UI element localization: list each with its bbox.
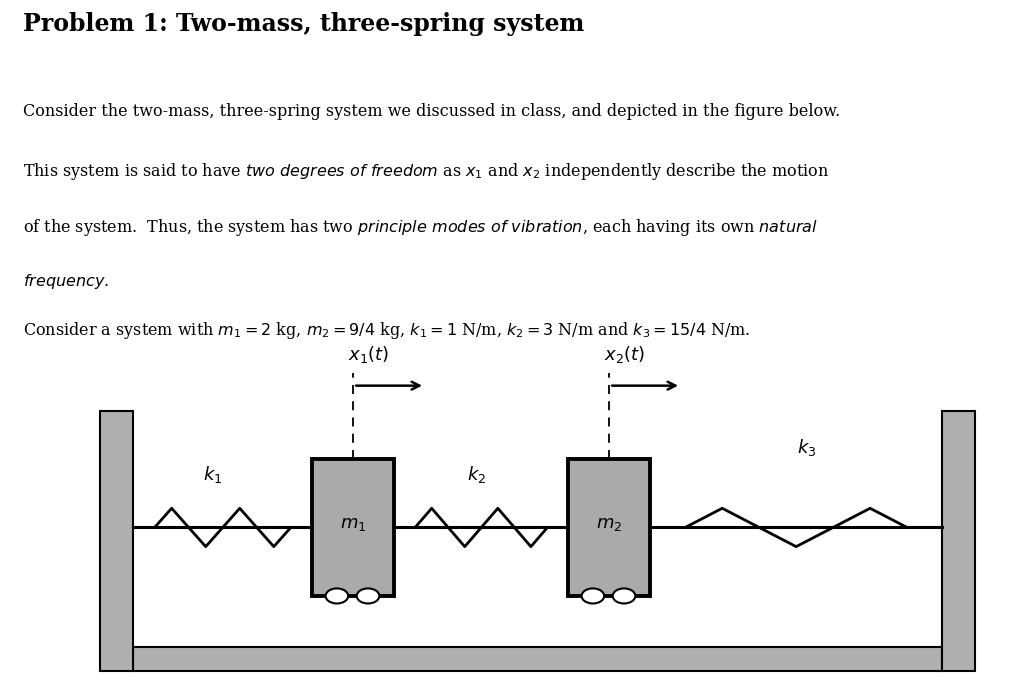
Circle shape [582,588,604,603]
Bar [942,411,975,671]
Text: $k_3$: $k_3$ [797,436,816,458]
Bar [568,459,650,596]
Bar [312,459,394,596]
Text: of the system.  Thus, the system has two $\mathit{principle\ modes\ of\ vibratio: of the system. Thus, the system has two … [23,216,817,238]
Circle shape [326,588,348,603]
Text: Consider a system with $m_1 = 2$ kg, $m_2 = 9/4$ kg, $k_1 = 1$ N/m, $k_2 = 3$ N/: Consider a system with $m_1 = 2$ kg, $m_… [23,320,750,341]
Circle shape [356,588,379,603]
Circle shape [612,588,635,603]
Text: $x_2(t)$: $x_2(t)$ [604,344,645,365]
Bar [100,411,133,671]
Text: $m_2$: $m_2$ [596,515,623,533]
Text: Consider the two-mass, three-spring system we discussed in class, and depicted i: Consider the two-mass, three-spring syst… [23,103,840,121]
Text: Problem 1: Two-mass, three-spring system: Problem 1: Two-mass, three-spring system [23,12,584,36]
Bar [133,647,942,671]
Text: $m_1$: $m_1$ [340,515,367,533]
Text: $\mathit{frequency}$.: $\mathit{frequency}$. [23,272,109,291]
Text: This system is said to have $\mathit{two\ degrees\ of\ freedom}$ as $x_1$ and $x: This system is said to have $\mathit{two… [23,161,828,182]
Text: $x_1(t)$: $x_1(t)$ [348,344,389,365]
Text: $k_2$: $k_2$ [467,464,485,485]
Text: $k_1$: $k_1$ [203,464,222,485]
